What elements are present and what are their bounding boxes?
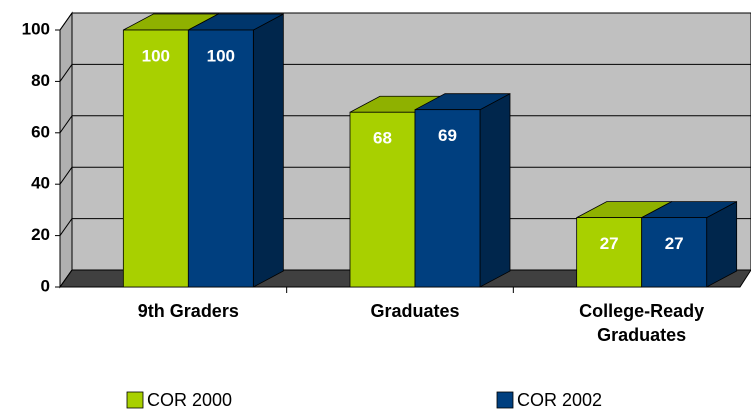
data-label: 68 [373, 129, 392, 148]
y-tick-label: 0 [41, 276, 50, 295]
bar-front [641, 217, 708, 288]
data-label: 69 [438, 126, 457, 145]
bar-side [252, 13, 284, 288]
bar-front [187, 29, 254, 288]
x-tick-label: College-Ready Graduates [579, 301, 705, 345]
grid-line-side [59, 12, 73, 31]
bar [414, 93, 511, 288]
legend-label: COR 2002 [517, 390, 602, 410]
grid-line-side [59, 166, 73, 185]
bar [641, 200, 738, 288]
bar-front [414, 109, 481, 288]
data-label: 27 [665, 234, 684, 253]
legend-swatch [126, 391, 144, 409]
bar-front [576, 217, 643, 288]
data-label: 100 [207, 46, 235, 65]
grid-line-side [59, 64, 73, 82]
data-label: 100 [142, 46, 170, 65]
data-label: 27 [600, 234, 619, 253]
bar-side [479, 93, 511, 288]
grid-line-side [59, 115, 73, 134]
x-tick-label: Graduates [370, 301, 460, 321]
y-tick-label: 60 [31, 122, 50, 141]
y-tick-label: 80 [31, 71, 50, 90]
grid-line-side [59, 269, 73, 288]
legend-swatch [496, 391, 514, 409]
y-tick-label: 20 [31, 225, 50, 244]
grid-line-side [59, 218, 73, 236]
bar-front [122, 29, 189, 288]
legend-label: COR 2000 [147, 390, 232, 410]
bar [187, 13, 284, 288]
y-tick-label: 40 [31, 174, 50, 193]
x-tick-label: 9th Graders [137, 301, 239, 321]
side-wall [59, 11, 73, 289]
y-tick-label: 100 [22, 19, 50, 38]
